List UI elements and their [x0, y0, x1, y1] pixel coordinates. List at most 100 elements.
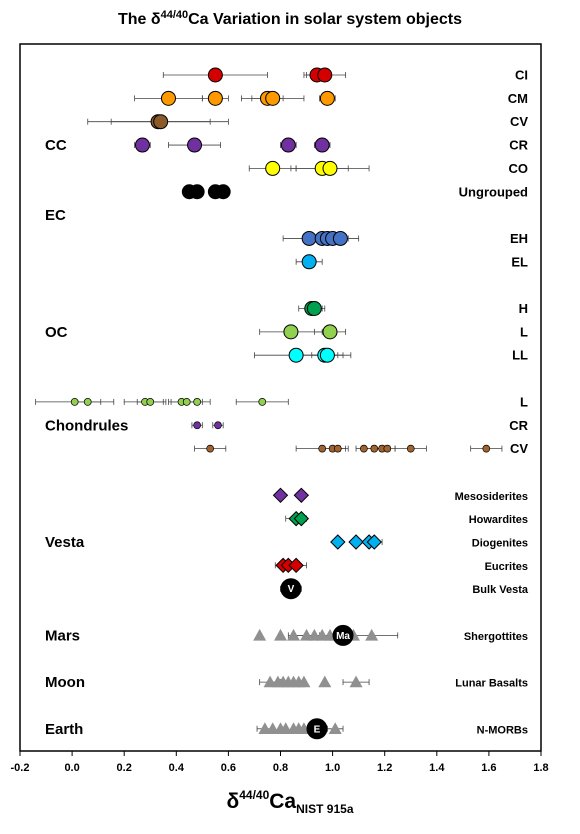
data-point	[258, 398, 267, 406]
data-point	[365, 628, 379, 641]
data-point	[187, 137, 203, 153]
labeled-point-text: E	[314, 724, 321, 735]
data-point	[330, 534, 346, 550]
data-point	[160, 90, 176, 106]
data-point	[265, 160, 281, 176]
data-point	[288, 557, 304, 574]
group-label: CC	[45, 137, 67, 154]
labeled-point	[306, 718, 328, 740]
data-point	[70, 398, 79, 406]
x-tick-label: -0.2	[11, 762, 30, 774]
row-label: N-MORBs	[477, 724, 528, 736]
x-tick-label: 1.4	[429, 762, 445, 774]
x-tick-label: 1.8	[533, 762, 548, 774]
labeled-point-text: Ma	[336, 631, 350, 642]
data-point	[265, 90, 281, 106]
row-label: H	[519, 301, 528, 316]
row-label: CR	[509, 138, 528, 153]
data-point	[83, 398, 92, 406]
row-label: LL	[512, 348, 528, 363]
row-label: Howardites	[469, 514, 528, 526]
data-point	[482, 444, 491, 453]
data-point	[287, 628, 301, 641]
labeled-point	[280, 578, 302, 600]
data-point	[301, 254, 317, 270]
x-tick-label: 0.0	[64, 762, 79, 774]
row-label: CV	[510, 114, 528, 129]
group-label: EC	[45, 207, 66, 224]
data-point	[301, 230, 317, 246]
data-point	[333, 444, 342, 453]
row-label: Lunar Basalts	[455, 678, 528, 690]
group-label: Vesta	[45, 534, 85, 551]
row-label: Ungrouped	[459, 184, 528, 199]
data-point	[207, 67, 223, 83]
x-tick-label: 1.2	[377, 762, 392, 774]
data-point	[332, 230, 348, 246]
data-point	[406, 444, 415, 453]
data-point	[206, 444, 215, 453]
data-point	[182, 398, 191, 406]
data-point	[253, 628, 267, 641]
x-axis-label: δ44/40CaNIST 915a	[226, 788, 353, 816]
data-point	[272, 487, 289, 504]
x-tick-label: 0.6	[221, 762, 236, 774]
data-point	[193, 398, 201, 406]
data-point	[207, 90, 223, 106]
data-point	[293, 487, 310, 504]
row-label: CR	[509, 418, 528, 433]
data-point	[348, 534, 364, 550]
group-label: Moon	[45, 674, 85, 691]
data-point	[322, 324, 338, 340]
data-point	[293, 510, 310, 527]
data-point	[193, 421, 201, 430]
data-point	[189, 184, 205, 200]
data-point	[383, 444, 392, 453]
data-point	[370, 444, 379, 453]
data-point	[322, 160, 338, 176]
row-label: CM	[508, 91, 528, 106]
row-label: EL	[511, 254, 528, 269]
data-point	[319, 347, 335, 363]
x-tick-label: 0.4	[169, 762, 185, 774]
row-label: Bulk Vesta	[472, 584, 529, 596]
data-point	[318, 444, 327, 453]
row-label: Mesosiderites	[455, 491, 528, 503]
row-labels: CICMCVCRCOUngroupedEHELHLLLLCRCVMesoside…	[455, 68, 529, 737]
row-label: Diogenites	[472, 538, 528, 550]
row-label: L	[520, 324, 528, 339]
data-point	[288, 347, 304, 363]
data-point	[146, 398, 155, 406]
data-point	[314, 137, 330, 153]
group-labels: CC EC OC Chondrules Vesta Mars Moon Earth	[45, 137, 128, 738]
data-point	[306, 301, 322, 316]
x-axis-ticks: -0.2 0.0 0.2 0.4 0.6 0.8 1.0 1.2 1.4 1.6 1.8	[11, 751, 549, 774]
data-point	[317, 67, 333, 83]
data-point	[153, 114, 169, 130]
x-tick-label: 1.0	[325, 762, 340, 774]
x-tick-label: 0.8	[273, 762, 288, 774]
row-label: EH	[510, 231, 528, 246]
group-label: OC	[45, 324, 68, 341]
labeled-point	[332, 624, 354, 646]
x-tick-label: 1.6	[481, 762, 496, 774]
group-label: Mars	[45, 627, 80, 644]
data-point	[366, 534, 382, 550]
labeled-point-text: V	[288, 584, 295, 595]
row-label: CI	[515, 68, 528, 83]
row-label: CO	[509, 161, 529, 176]
data-point	[215, 184, 231, 200]
data-point	[283, 324, 299, 340]
data-point	[318, 675, 332, 688]
data-point	[349, 675, 363, 688]
row-label: L	[520, 394, 528, 409]
data-point	[319, 90, 335, 106]
data-point	[134, 137, 150, 153]
row-label: Shergottites	[464, 631, 528, 643]
data-point	[360, 444, 368, 453]
data-point	[274, 628, 287, 641]
chart-title: The δ44/40Ca Variation in solar system o…	[118, 9, 462, 28]
data-points: V Ma E	[70, 67, 491, 740]
group-label: Earth	[45, 721, 83, 738]
